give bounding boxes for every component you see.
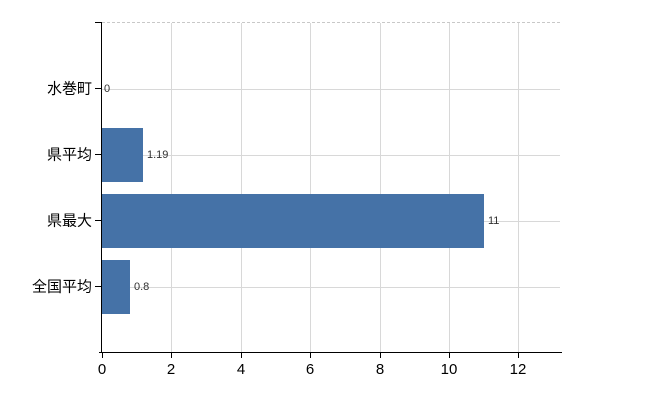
vertical-gridline [518, 23, 519, 353]
bar-data-label: 0.8 [134, 281, 150, 293]
x-axis-line [99, 352, 562, 353]
y-axis-tick [95, 154, 101, 155]
horizontal-gridline [102, 287, 560, 288]
x-axis-tick-label: 10 [440, 361, 458, 378]
vertical-gridline [449, 23, 450, 353]
x-axis-tick-label: 8 [375, 361, 385, 378]
x-axis-tick [449, 352, 450, 358]
x-axis-tick-label: 4 [236, 361, 246, 378]
vertical-gridline [310, 23, 311, 353]
horizontal-gridline [102, 155, 560, 156]
x-axis-tick-label: 0 [97, 361, 107, 378]
category-label: 水巻町 [46, 80, 92, 98]
x-axis-tick [102, 352, 103, 358]
y-axis-tick [95, 88, 101, 89]
x-axis-tick [171, 352, 172, 358]
plot-area: 0 1.19 11 0.8 [102, 22, 560, 353]
x-axis-tick [241, 352, 242, 358]
bar-data-label: 1.19 [147, 149, 169, 161]
y-axis-top-tick [95, 22, 102, 23]
y-axis-tick [95, 220, 101, 221]
x-axis-tick-label: 2 [166, 361, 176, 378]
bar [102, 260, 130, 314]
x-axis-tick [518, 352, 519, 358]
y-axis-tick [95, 286, 101, 287]
vertical-gridline [241, 23, 242, 353]
x-axis-tick-label: 12 [509, 361, 527, 378]
category-label: 全国平均 [31, 278, 92, 296]
horizontal-gridline [102, 89, 560, 90]
category-label: 県平均 [46, 146, 92, 164]
y-axis-line [101, 22, 102, 352]
bar [102, 194, 484, 248]
vertical-gridline [171, 23, 172, 353]
category-label: 県最大 [46, 212, 92, 230]
x-axis-tick [310, 352, 311, 358]
bar-data-label: 11 [488, 215, 500, 227]
vertical-gridline [380, 23, 381, 353]
x-axis-tick-label: 6 [305, 361, 315, 378]
bar-data-label: 0 [104, 83, 111, 95]
x-axis-tick [380, 352, 381, 358]
bar [102, 128, 143, 182]
